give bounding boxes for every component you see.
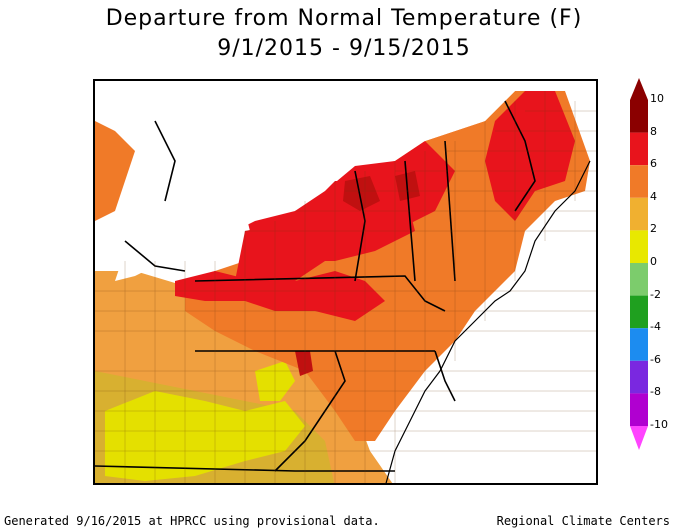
red-anomaly-region-pa	[175, 271, 385, 321]
atlantic-coastline	[385, 160, 591, 483]
legend-color-segment	[630, 230, 648, 263]
red-anomaly-region-maine	[485, 91, 575, 221]
temperature-departure-map	[93, 79, 598, 485]
legend-bottom-arrow	[630, 426, 648, 450]
map-svg	[95, 81, 596, 483]
legend-top-arrow	[630, 78, 648, 100]
dark-red-patch-1	[343, 176, 380, 211]
legend-tick-label: 0	[650, 255, 657, 268]
color-legend: 10 8 6 4 2 0 -2 -4 -6 -8 -10	[628, 78, 688, 458]
legend-tick-label: -2	[650, 287, 661, 301]
legend-color-segment	[630, 100, 648, 133]
legend-tick-label: -4	[650, 320, 661, 334]
dark-red-patch-3	[295, 351, 313, 376]
legend-color-segment	[630, 132, 648, 166]
legend-color-segment	[630, 165, 648, 198]
map-date-range: 9/1/2015 - 9/15/2015	[217, 36, 471, 61]
legend-tick-label: 6	[650, 157, 657, 171]
legend-tick-label: -8	[650, 385, 661, 399]
legend-color-segment	[630, 393, 648, 426]
source-credit: Regional Climate Centers	[496, 514, 670, 528]
legend-tick-label: 10	[650, 92, 664, 105]
legend-colorbar	[630, 78, 648, 450]
county-borders	[95, 91, 596, 483]
northeast-orange-region	[185, 91, 590, 441]
legend-tick-label: -6	[650, 352, 661, 366]
legend-color-segment	[630, 263, 648, 296]
lakes-and-canada-region	[95, 81, 525, 281]
generated-note: Generated 9/16/2015 at HPRCC using provi…	[4, 514, 380, 528]
legend-color-segment	[630, 328, 648, 361]
legend-tick-label: 4	[650, 189, 657, 203]
legend-tick-label: 2	[650, 222, 657, 236]
legend-tick-label: 8	[650, 124, 657, 138]
legend-color-segment	[630, 197, 648, 231]
northwest-land-region	[95, 121, 135, 221]
map-title: Departure from Normal Temperature (F)	[105, 6, 583, 31]
legend-color-segment	[630, 360, 648, 394]
legend-color-segment	[630, 295, 648, 329]
legend-tick-label: -10	[650, 418, 668, 431]
